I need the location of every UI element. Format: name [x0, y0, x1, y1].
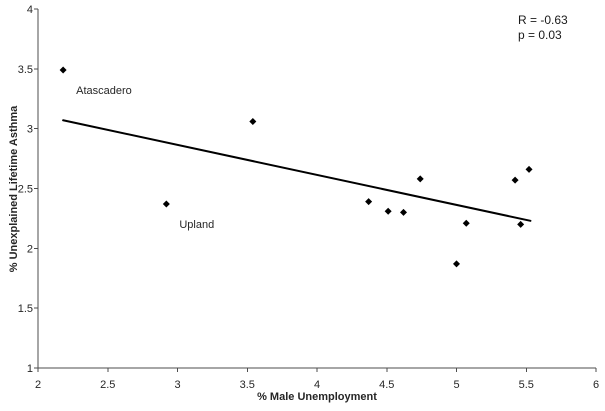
y-tick-label: 3.5	[18, 64, 33, 76]
y-axis-title: % Unexplained Lifetime Asthma	[8, 105, 20, 273]
y-tick-label: 4	[27, 4, 33, 16]
data-point	[525, 165, 533, 173]
x-tick-label: 2	[35, 379, 41, 391]
p-value-text: p = 0.03	[518, 28, 562, 42]
data-point	[416, 175, 424, 183]
y-tick-label: 3	[27, 124, 33, 136]
trend-line	[62, 119, 532, 222]
y-tick-label: 1.5	[18, 303, 33, 315]
y-tick-label: 2.5	[18, 184, 33, 196]
y-tick-label: 2	[27, 243, 33, 255]
point-label: Atascadero	[76, 85, 132, 97]
x-tick-label: 5	[453, 379, 459, 391]
point-label: Upland	[179, 219, 214, 231]
data-point	[365, 198, 373, 206]
data-point	[462, 219, 470, 227]
data-point	[249, 117, 257, 125]
data-point	[453, 260, 460, 268]
x-axis-title: % Male Unemployment	[257, 391, 377, 403]
y-tick-label: 1	[27, 363, 33, 375]
data-point	[384, 207, 392, 215]
data-point	[399, 208, 407, 216]
data-point	[162, 200, 170, 208]
x-tick-label: 2.5	[100, 379, 115, 391]
data-point	[511, 176, 519, 184]
x-tick-label: 3.5	[240, 379, 255, 391]
x-tick-label: 4	[314, 379, 320, 391]
r-value-text: R = -0.63	[518, 13, 568, 27]
x-tick-label: 3	[174, 379, 180, 391]
data-point	[517, 220, 525, 228]
x-tick-label: 6	[593, 379, 599, 391]
stats-annotation: R = -0.63 p = 0.03	[518, 13, 568, 43]
x-tick-label: 5.5	[519, 379, 534, 391]
x-tick-label: 4.5	[379, 379, 394, 391]
data-point	[59, 66, 67, 74]
